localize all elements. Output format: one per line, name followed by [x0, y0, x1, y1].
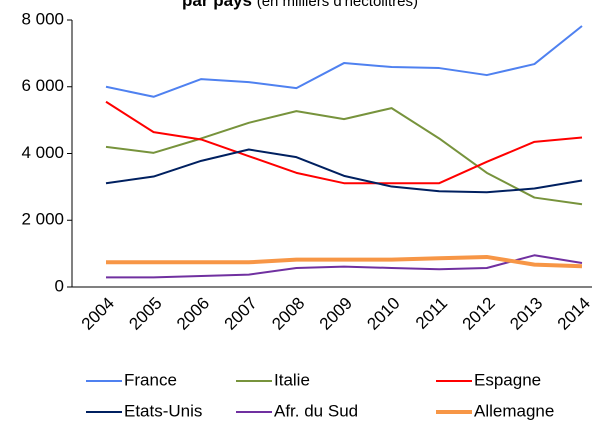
x-tick-label: 2013 [506, 294, 546, 334]
x-tick-label: 2009 [316, 294, 356, 334]
legend-label: Espagne [474, 370, 541, 389]
legend-label: France [124, 370, 177, 389]
y-tick-label: 6 000 [21, 76, 64, 95]
series-line [105, 107, 583, 206]
legend-label: Afr. du Sud [274, 401, 358, 420]
series-line [105, 100, 583, 185]
chart-subtitle: (en milliers d'hectolitres) [257, 0, 418, 10]
x-tick-label: 2011 [412, 294, 451, 333]
series-line [106, 254, 583, 269]
series-line [106, 254, 583, 279]
legend-label: Italie [274, 370, 310, 389]
series-line [105, 148, 583, 194]
series-line [105, 25, 583, 98]
x-tick-label: 2008 [268, 294, 308, 334]
x-tick-label: 2007 [221, 294, 261, 334]
x-tick-label: 2014 [554, 294, 594, 334]
y-tick-label: 2 000 [21, 210, 64, 229]
y-tick-label: 4 000 [21, 143, 64, 162]
x-tick-label: 2006 [173, 294, 213, 334]
x-tick-label: 2010 [363, 294, 403, 334]
chart-title: par pays [182, 0, 252, 10]
legend-label: Etats-Unis [124, 401, 202, 420]
y-tick-label: 8 000 [21, 9, 64, 28]
chart-title-group: par pays (en milliers d'hectolitres) [182, 0, 418, 10]
x-tick-label: 2005 [125, 294, 165, 334]
y-tick-label: 0 [55, 276, 64, 295]
legend-label: Allemagne [474, 401, 554, 420]
x-tick-label: 2012 [459, 294, 499, 334]
x-tick-label: 2004 [78, 294, 118, 334]
